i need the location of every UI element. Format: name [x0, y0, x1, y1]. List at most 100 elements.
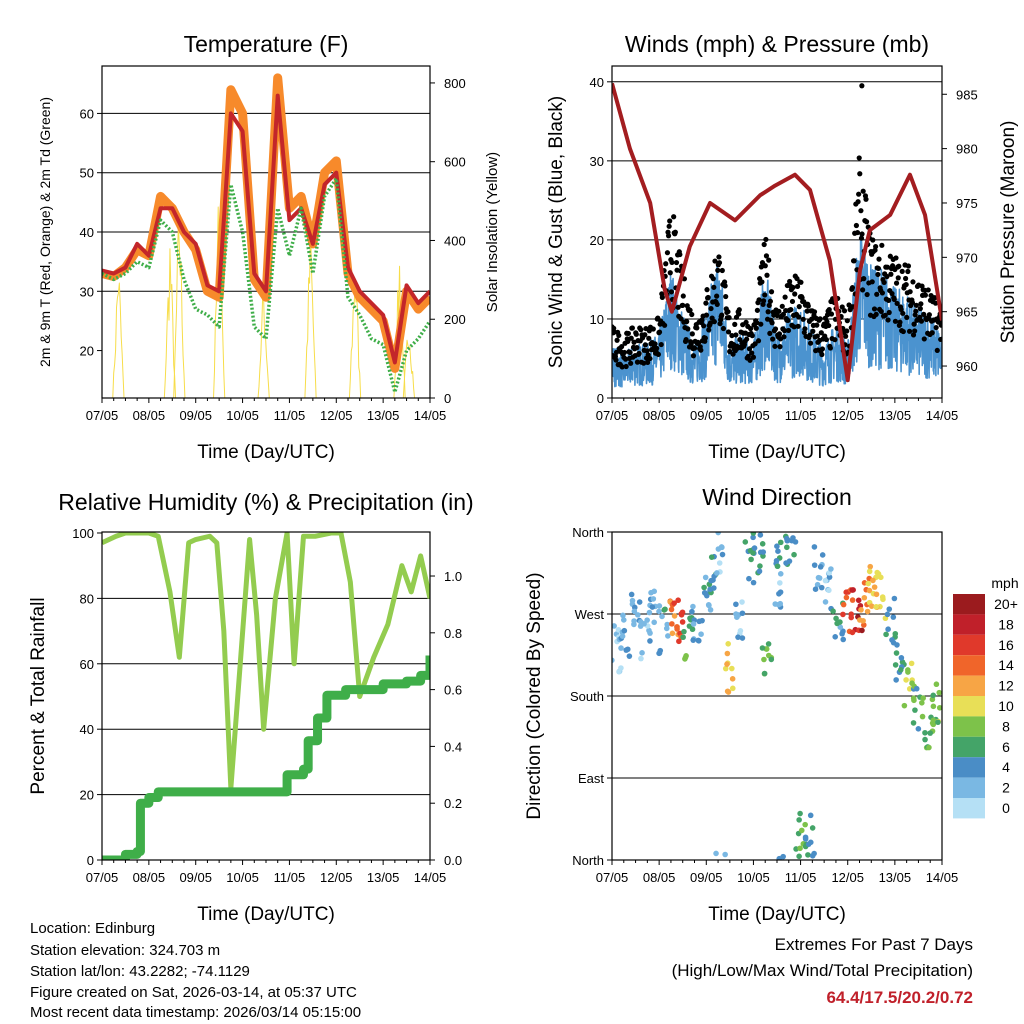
- wind-direction-point: [797, 845, 803, 852]
- gust-point: [619, 344, 625, 350]
- wind-direction-point: [623, 647, 630, 653]
- gust-point: [652, 341, 658, 347]
- wind-direction-point: [910, 720, 917, 726]
- gust-point: [711, 319, 717, 325]
- gust-point: [677, 251, 683, 258]
- y-tick-label: 40: [590, 75, 604, 90]
- wind-direction-point: [651, 619, 657, 626]
- plot-frame: [611, 531, 943, 861]
- gust-point: [634, 345, 640, 351]
- wind-speed-line: [612, 232, 942, 388]
- wind-direction-point: [922, 736, 928, 743]
- wind-direction-point: [797, 810, 803, 817]
- gust-point: [703, 300, 709, 306]
- wind-direction-point: [783, 535, 790, 542]
- gust-point: [621, 349, 628, 356]
- y-right-tick-label: 0.8: [444, 626, 462, 641]
- wind-direction-point: [792, 539, 799, 545]
- wind-direction-point: [690, 621, 697, 627]
- wind-direction-point: [865, 580, 872, 587]
- gust-point: [856, 155, 862, 161]
- gust-point: [796, 304, 802, 310]
- wind-direction-point: [725, 640, 731, 647]
- gust-point: [889, 263, 896, 269]
- wind-direction-point: [773, 557, 780, 564]
- wind-direction-point: [798, 827, 805, 834]
- gust-point: [755, 338, 762, 344]
- chart-title: Winds (mph) & Pressure (mb): [625, 31, 929, 57]
- wind-direction-point: [796, 817, 802, 823]
- wind-direction-point: [682, 654, 689, 661]
- gust-point: [749, 333, 755, 339]
- wind-direction-point: [892, 662, 899, 668]
- gust-point: [921, 336, 927, 342]
- y-tick-label: 80: [80, 591, 94, 606]
- x-tick-label: 13/05: [367, 408, 400, 423]
- wind-direction-point: [906, 686, 913, 692]
- y-tick-label: 20: [80, 788, 94, 803]
- wind-direction-point: [891, 595, 898, 602]
- wind-direction-point: [849, 597, 856, 603]
- x-axis-label: Time (Day/UTC): [197, 904, 335, 925]
- y-right-tick-label: 980: [956, 142, 978, 157]
- gust-point: [918, 301, 924, 307]
- gust-point: [667, 218, 673, 224]
- wind-direction-point: [686, 623, 693, 629]
- wind-direction-point: [777, 571, 784, 577]
- gust-point: [634, 359, 641, 365]
- wind-direction-point: [913, 685, 920, 692]
- legend-label: 16: [998, 637, 1014, 653]
- gust-point: [711, 284, 717, 290]
- gust-point: [860, 287, 866, 293]
- y-right-tick-label: 985: [956, 87, 978, 102]
- wind-direction-point: [618, 645, 624, 651]
- wind-direction-point: [840, 636, 847, 643]
- y-right-tick-label: 975: [956, 196, 978, 211]
- wind-direction-point: [761, 656, 767, 663]
- wind-direction-point: [768, 656, 775, 663]
- wind-direction-point: [620, 617, 627, 623]
- wind-direction-point: [719, 551, 726, 558]
- gust-point: [827, 345, 833, 351]
- series-2m-t: [102, 93, 430, 365]
- wind-direction-point: [919, 700, 925, 706]
- wind-direction-point: [659, 613, 665, 620]
- wind-direction-point: [850, 587, 856, 593]
- wind-direction-point: [689, 608, 695, 615]
- gust-point: [934, 347, 940, 354]
- gust-point: [925, 287, 931, 293]
- gust-point: [897, 319, 903, 325]
- gust-point: [714, 293, 720, 299]
- created-text: Figure created on Sat, 2026-03-14, at 05…: [30, 984, 357, 1001]
- gust-point: [900, 310, 906, 316]
- y-tick-label: 30: [590, 154, 604, 169]
- y-tick-label: 30: [80, 284, 94, 299]
- wind-direction-point: [864, 608, 871, 615]
- gust-point: [762, 263, 768, 269]
- wind-direction-point: [936, 704, 942, 711]
- gust-point: [805, 303, 811, 309]
- gust-point: [689, 331, 695, 337]
- gust-point: [725, 309, 731, 315]
- y-tick-label: 60: [80, 106, 94, 121]
- wind-direction-point: [811, 544, 818, 550]
- gust-point: [776, 331, 783, 337]
- wind-direction-point: [807, 839, 814, 846]
- wind-direction-point: [649, 604, 656, 610]
- x-tick-label: 11/05: [274, 408, 306, 423]
- gust-point: [882, 312, 888, 318]
- gust-point: [807, 332, 813, 338]
- wind-direction-point: [901, 702, 908, 709]
- plot-area: [102, 73, 430, 398]
- y-tick-label: 0: [87, 853, 94, 868]
- wind-direction-point: [858, 607, 864, 613]
- wind-direction-point: [708, 577, 714, 584]
- wind-direction-point: [830, 608, 836, 615]
- wind-direction-point: [840, 601, 847, 608]
- gust-point: [761, 298, 767, 304]
- x-tick-label: 13/05: [879, 408, 912, 423]
- wind-direction-point: [706, 602, 712, 609]
- gust-point: [861, 276, 867, 282]
- wind-direction-point: [892, 630, 899, 637]
- wind-direction-point: [750, 579, 757, 586]
